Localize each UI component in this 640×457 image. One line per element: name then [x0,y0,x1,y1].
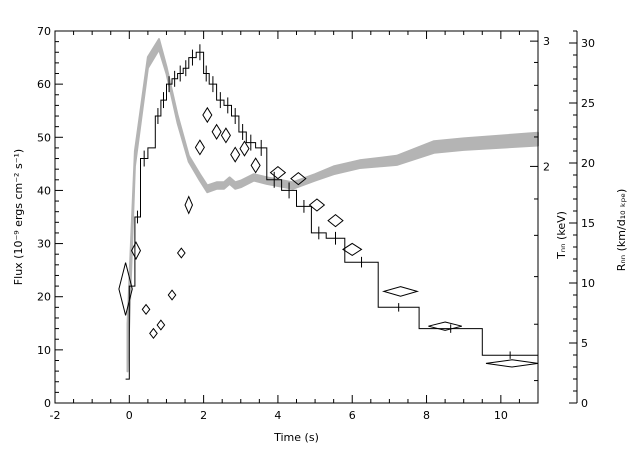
flux-histogram-layer [125,51,538,380]
y-axis-label: Flux (10⁻⁹ ergs cm⁻² s⁻¹) [12,149,25,285]
radius-point-9 [202,106,213,124]
y2-tick-label-1: 3 [543,35,550,48]
y3-tick-label-1: 5 [581,337,588,350]
radius-point-0 [118,262,133,316]
radius-point-15 [269,165,287,180]
radius-point-4 [156,319,166,331]
x-axis: -2 0 2 4 6 8 10 [50,31,539,422]
radius-point-3 [149,327,158,340]
radius-point-14 [250,157,261,174]
radius-point-1 [130,241,142,261]
y-axis-radius: 0 5 10 15 20 25 30 [569,30,595,410]
x-tick-label-1: 0 [126,409,133,422]
radius-point-8 [194,139,205,156]
radius-point-layer [118,106,539,368]
radius-point-10 [211,123,222,140]
y-tick-label-5: 50 [37,131,51,144]
y-tick-label-4: 40 [37,184,51,197]
y3-tick-label-2: 10 [581,277,595,290]
y-tick-label-0: 0 [44,397,51,410]
y-tick-label-3: 30 [37,238,51,251]
radius-point-16 [290,171,307,186]
y3-tick-label-0: 0 [581,397,588,410]
y-axis-flux: 0 10 20 30 40 50 60 70 [37,25,63,410]
y3-axis-label: Rₙₙ (km/d₁₀ ₖₚₑ) [615,189,628,272]
y3-tick-label-3: 15 [581,217,595,230]
y2-tick-label-0: 2 [543,160,550,173]
x-tick-label-6: 10 [494,409,508,422]
y-axis-temperature: 23 [530,35,550,382]
x-tick-label-5: 8 [423,409,430,422]
radius-point-20 [381,286,420,297]
radius-point-17 [308,198,326,212]
y3-tick-label-6: 30 [581,37,595,50]
x-tick-label-4: 6 [349,409,356,422]
y-tick-label-6: 60 [37,78,51,91]
y-tick-label-1: 10 [37,344,51,357]
radius-point-13 [239,140,250,157]
x-axis-label: Time (s) [273,431,319,444]
y2-axis-label: Tₙₙ (keV) [555,211,568,260]
x-tick-label-3: 4 [274,409,281,422]
radius-point-12 [230,146,241,163]
x-tick-label-2: 2 [200,409,207,422]
radius-point-2 [141,303,151,316]
y3-tick-label-4: 20 [581,157,595,170]
radius-point-18 [327,213,344,228]
y-tick-label-2: 20 [37,291,51,304]
y3-tick-label-5: 25 [581,97,595,110]
radius-point-7 [184,195,194,215]
flux-histogram [125,51,538,380]
radius-point-6 [176,247,186,259]
x-tick-label-0: -2 [50,409,61,422]
radius-point-11 [220,127,231,144]
radius-point-21 [428,321,462,331]
flux-error-layer [136,44,511,359]
radius-point-22 [485,359,539,368]
y-tick-label-7: 70 [37,25,51,38]
radius-point-19 [342,242,363,256]
radius-point-5 [167,289,177,301]
